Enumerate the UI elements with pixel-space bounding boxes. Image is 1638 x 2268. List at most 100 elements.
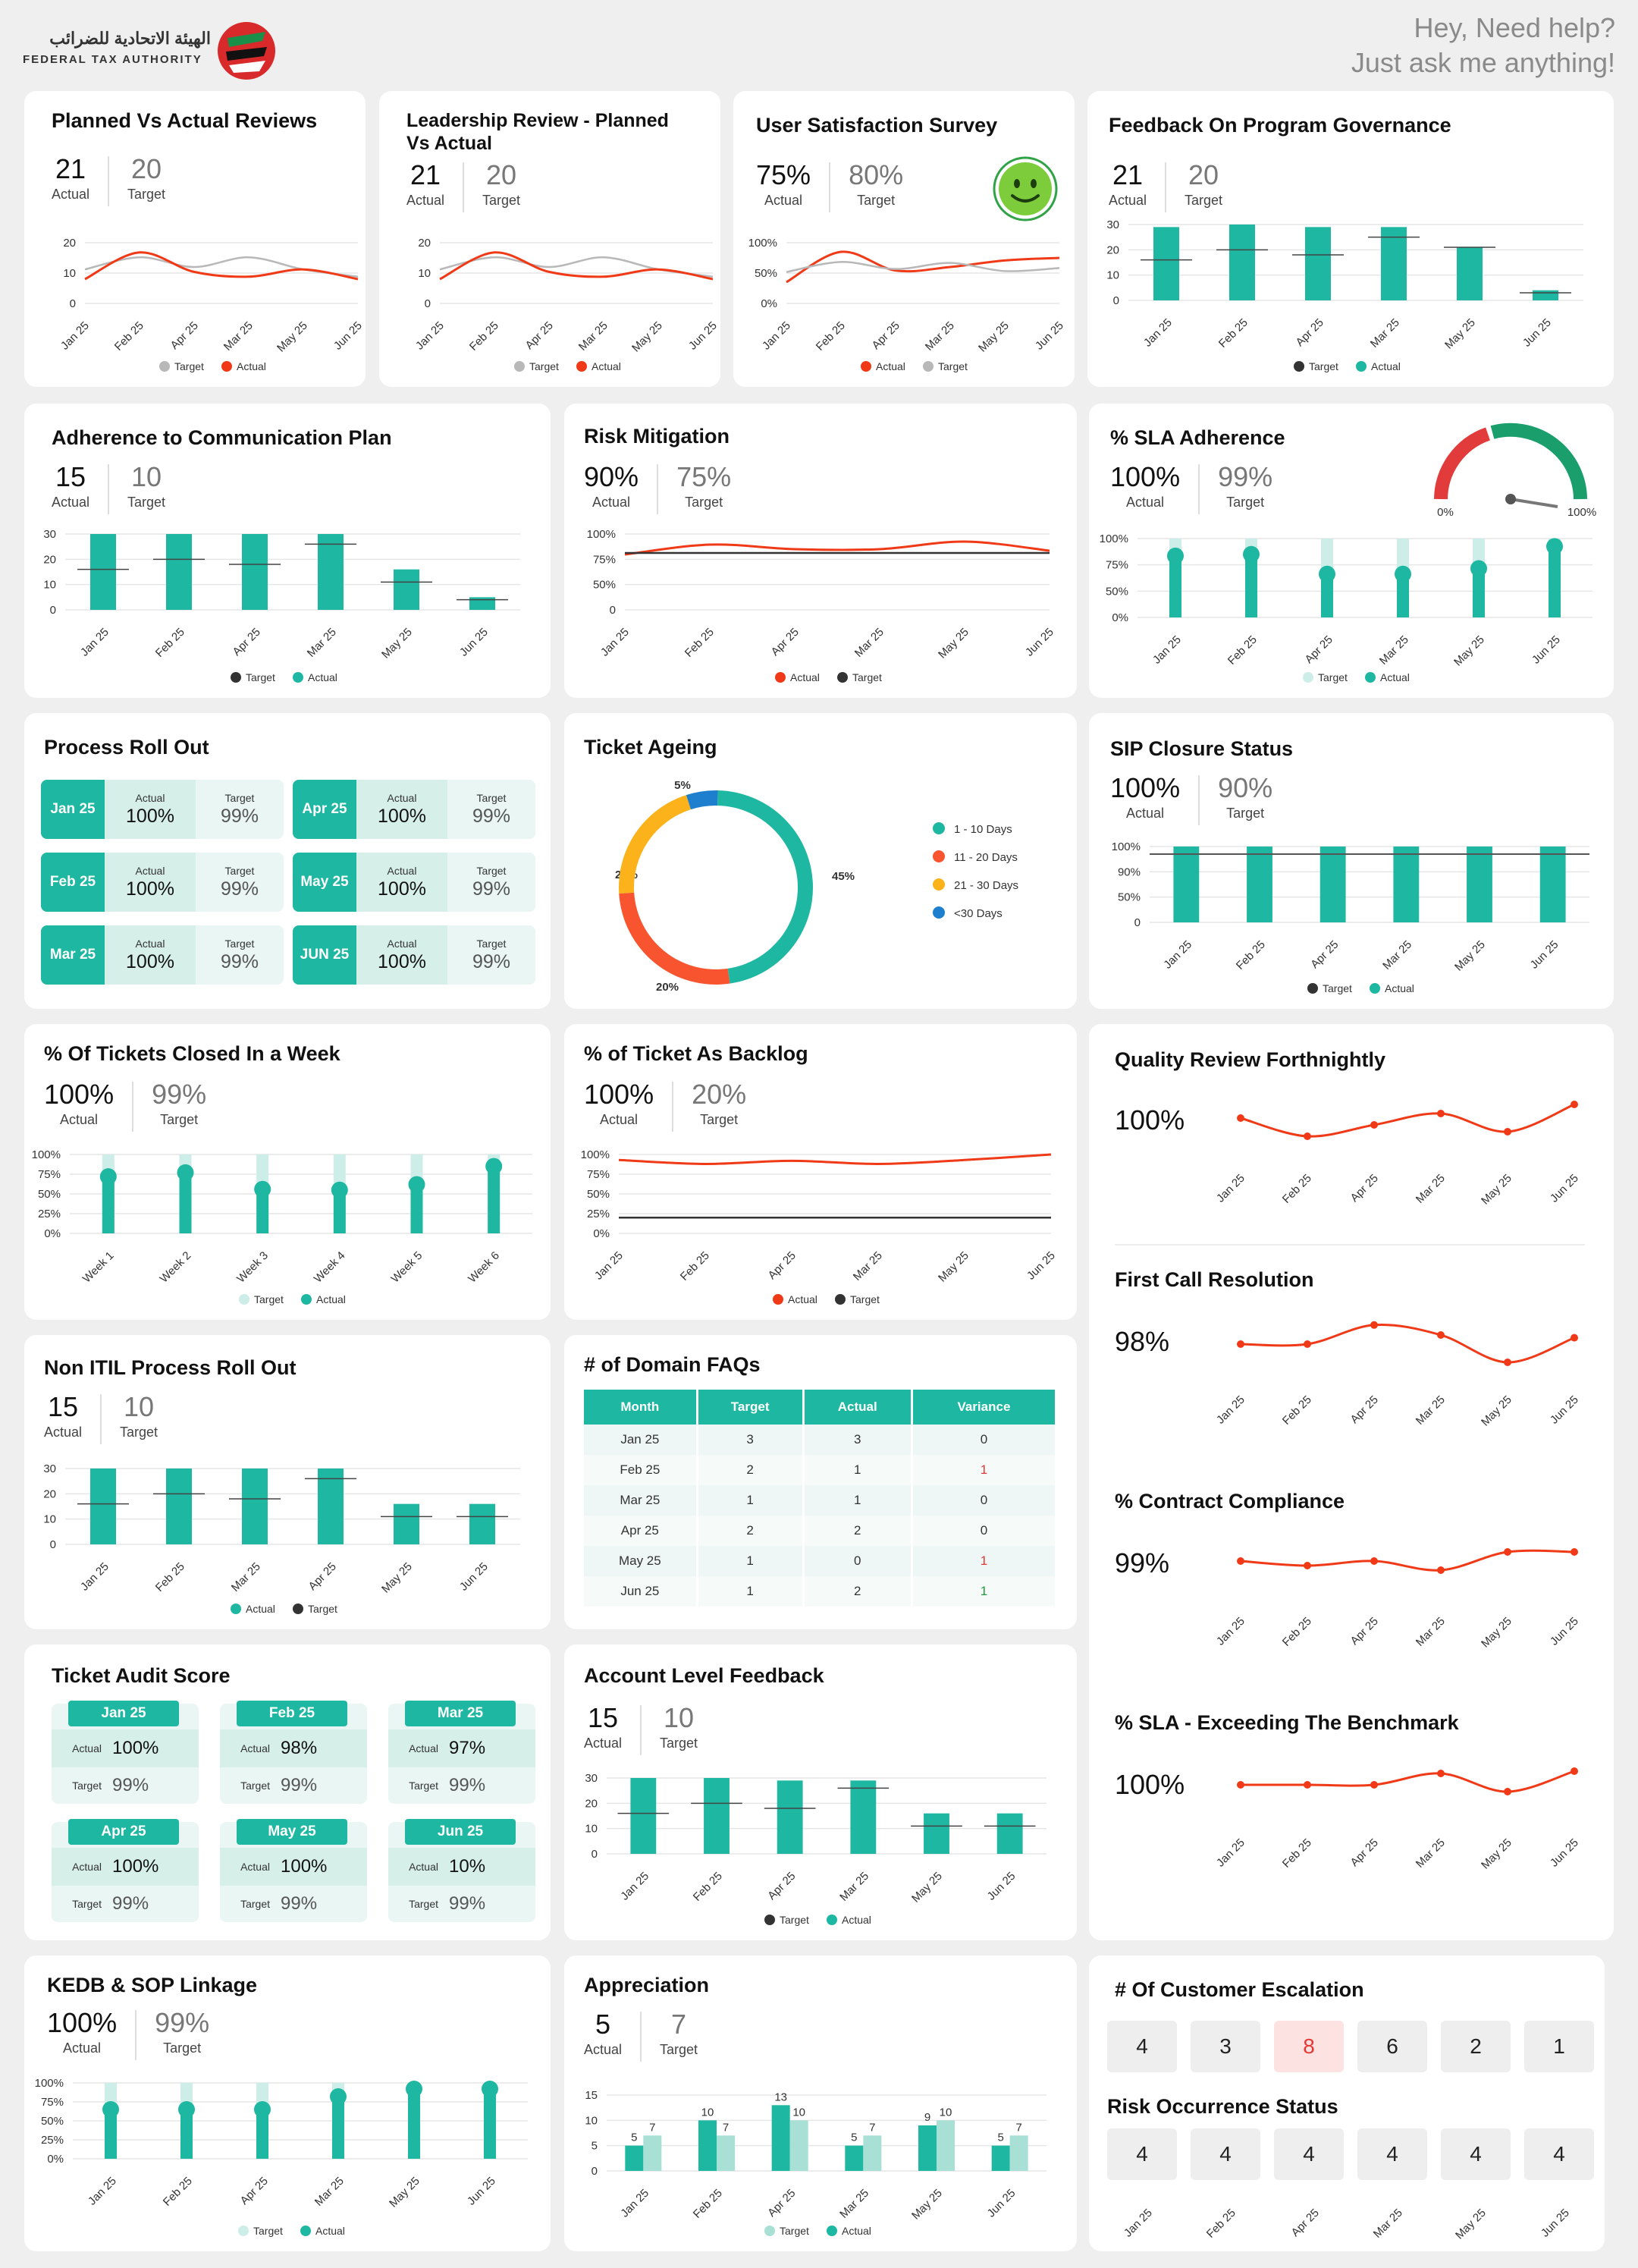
x-tick-label: Jun 25: [331, 319, 365, 353]
bar-actual: [318, 534, 344, 610]
smiley-icon: [993, 156, 1058, 221]
actual-bar: [256, 2109, 268, 2159]
actual-bar: [1321, 573, 1333, 617]
card-ticket-backlog: % of Ticket As Backlog 100% Actual 20% Tar…: [564, 1024, 1077, 1320]
kpi: 100% Actual 20% Target: [584, 1079, 746, 1132]
x-tick-label: Jun 25: [1548, 1836, 1581, 1870]
kpi-target-value: 20: [486, 159, 517, 190]
legend-marker: [775, 672, 786, 683]
table-cell: 2: [697, 1516, 805, 1546]
legend-label: 21 - 30 Days: [954, 879, 1018, 892]
legend-label: Actual: [876, 360, 905, 372]
bar-actual: [469, 1503, 495, 1544]
audit-target-value: 99%: [112, 1775, 149, 1795]
table-cell: 1: [803, 1485, 913, 1516]
bar-actual: [1393, 847, 1420, 922]
legend-label: 11 - 20 Days: [954, 851, 1018, 864]
x-tick-label: May 25: [629, 319, 665, 355]
help-prompt[interactable]: Hey, Need help? Just ask me anything!: [1351, 11, 1615, 80]
x-tick-label: Mar 25: [1368, 316, 1402, 350]
risk-value: 4: [1524, 2128, 1594, 2180]
x-tick-label: Jan 25: [1161, 938, 1194, 972]
audit-item: Actual 100% Target 99% Jan 25: [52, 1701, 199, 1804]
y-tick-label: 100%: [1100, 532, 1128, 545]
x-tick-label: Week 2: [158, 1249, 194, 1286]
risk-value: 4: [1191, 2128, 1260, 2180]
contract-compliance-chart: Jan 25 Feb 25 Apr 25 Mar 25 May 25 Jun 25: [1214, 1548, 1581, 1651]
kpi-target-value: 99%: [1218, 461, 1273, 492]
x-tick-label: Feb 25: [691, 2187, 725, 2221]
kpi: 100% Actual 99% Target: [1110, 461, 1272, 514]
data-label: 7: [1015, 2121, 1021, 2134]
bar-actual: [1320, 847, 1346, 922]
x-tick-label: Mar 25: [1380, 938, 1414, 972]
table-cell: Jan 25: [584, 1425, 698, 1455]
kpi-actual-value: 21: [410, 159, 441, 190]
y-tick-label: 5: [592, 2140, 598, 2153]
card-title: Ticket Ageing: [584, 736, 717, 759]
card-title: Planned Vs Actual Reviews: [52, 109, 318, 132]
table-cell: 1: [912, 1546, 1058, 1576]
table-row: Feb 25 2 1 1: [584, 1455, 1058, 1485]
column-header: Month: [584, 1390, 698, 1425]
metric-point: [1571, 1767, 1578, 1775]
data-label: 10: [792, 2106, 805, 2119]
column-header: Actual: [803, 1390, 913, 1425]
audit-target-label: Target: [240, 1780, 270, 1792]
x-tick-label: Apr 25: [765, 1870, 798, 1902]
audit-month: Apr 25: [68, 1819, 179, 1845]
audit-actual-row: Actual 10%: [388, 1848, 535, 1886]
legend-label: Actual: [1380, 671, 1410, 683]
bar-actual: [996, 1813, 1023, 1854]
rollout-target: Target 99%: [447, 925, 535, 985]
kpi-actual-value: 100%: [584, 1079, 654, 1110]
x-tick-label: Jan 25: [618, 1870, 651, 1903]
rollout-target-value: 99%: [472, 805, 511, 827]
x-tick-label: May 25: [936, 626, 971, 661]
kpi-target-label: Target: [163, 2040, 202, 2056]
table-cell: 1: [697, 1546, 805, 1576]
table-cell: 1: [697, 1576, 805, 1607]
actual-bar: [410, 1184, 423, 1233]
rollout-actual-value: 100%: [378, 878, 426, 900]
legend-marker: [835, 1294, 846, 1305]
kpi-actual-label: Actual: [44, 1425, 83, 1440]
metric-point: [1571, 1101, 1578, 1108]
bar-target: [717, 2135, 735, 2171]
x-tick-label: Week 4: [312, 1249, 348, 1286]
series-line-target: [439, 256, 714, 278]
audit-target-label: Target: [72, 1898, 102, 1910]
legend-label: Target: [938, 360, 968, 372]
legend-marker: [861, 361, 871, 372]
x-tick-label: Apr 25: [1303, 633, 1335, 666]
rollout-target-label: Target: [476, 791, 507, 804]
card-title: % Of Tickets Closed In a Week: [44, 1042, 340, 1065]
metric-point: [1304, 1132, 1311, 1140]
x-tick-label: Apr 25: [306, 1560, 339, 1593]
kpi-target-label: Target: [482, 193, 521, 208]
metric-point: [1370, 1781, 1378, 1789]
series-line-actual: [618, 1153, 1052, 1165]
x-tick-label: Apr 25: [765, 2187, 798, 2219]
x-tick-label: Jun 25: [1539, 2207, 1572, 2240]
legend-label: Target: [308, 1603, 337, 1615]
audit-actual-label: Actual: [72, 1861, 102, 1873]
legend-marker: [837, 672, 848, 683]
metric-point: [1504, 1128, 1511, 1136]
kpi: 15 Actual 10 Target: [44, 1391, 158, 1444]
x-tick-label: Mar 25: [229, 1560, 263, 1594]
metric-point: [1237, 1557, 1244, 1565]
card-tickets-closed-week: % Of Tickets Closed In a Week 100% Actual…: [24, 1024, 551, 1320]
kpi-target-label: Target: [857, 193, 896, 208]
bar-actual: [698, 2120, 717, 2171]
bar-actual: [850, 1780, 877, 1854]
actual-bar: [1245, 554, 1257, 617]
legend-marker: [1356, 361, 1367, 372]
table-cell: 1: [697, 1485, 805, 1516]
rollout-target-label: Target: [224, 791, 255, 804]
kpi-actual-value: 75%: [756, 159, 811, 190]
audit-target-label: Target: [72, 1780, 102, 1792]
data-label: 10: [701, 2106, 714, 2119]
rollout-actual-label: Actual: [135, 791, 165, 804]
bar-actual: [1381, 227, 1407, 300]
